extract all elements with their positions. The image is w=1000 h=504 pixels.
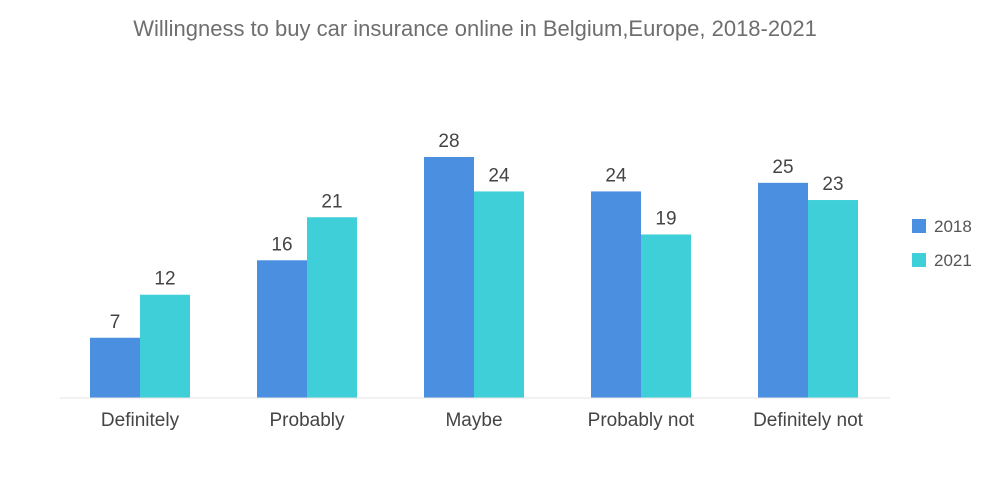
legend-swatch-2021	[912, 253, 926, 267]
value-label: 7	[110, 312, 121, 333]
bar-2021-definitely-not	[808, 200, 858, 398]
category-label: Maybe	[445, 410, 502, 431]
value-label: 25	[772, 157, 793, 178]
category-label: Definitely not	[753, 410, 864, 431]
bar-2021-definitely	[140, 294, 190, 398]
value-label: 21	[321, 191, 342, 212]
bar-2018-probably-not	[591, 191, 641, 398]
legend: 2018 2021	[912, 217, 972, 270]
category-labels-group: Definitely Probably Maybe Probably not Defin…	[101, 410, 864, 431]
bar-2021-maybe	[474, 191, 524, 398]
bar-2018-maybe	[424, 157, 474, 398]
bar-2021-probably	[307, 217, 357, 398]
bar-2018-probably	[257, 260, 307, 398]
value-labels-group: 7 12 16 21 28 24 24 19 25 23	[110, 131, 844, 333]
category-label: Probably	[270, 410, 345, 431]
value-label: 12	[154, 269, 175, 290]
value-label: 24	[605, 165, 627, 186]
legend-swatch-2018	[912, 219, 926, 233]
value-label: 23	[822, 174, 843, 195]
bars-group	[90, 157, 858, 398]
category-label: Probably not	[588, 410, 695, 431]
legend-label-2018: 2018	[934, 217, 972, 236]
category-label: Definitely	[101, 410, 180, 431]
legend-label-2021: 2021	[934, 251, 972, 270]
value-label: 19	[655, 208, 676, 229]
bar-2021-probably-not	[641, 234, 691, 398]
bar-2018-definitely	[90, 337, 140, 398]
bar-2018-definitely-not	[758, 182, 808, 398]
value-label: 28	[438, 131, 459, 152]
value-label: 24	[488, 165, 510, 186]
chart-title: Willingness to buy car insurance online …	[133, 16, 817, 41]
value-label: 16	[271, 234, 292, 255]
